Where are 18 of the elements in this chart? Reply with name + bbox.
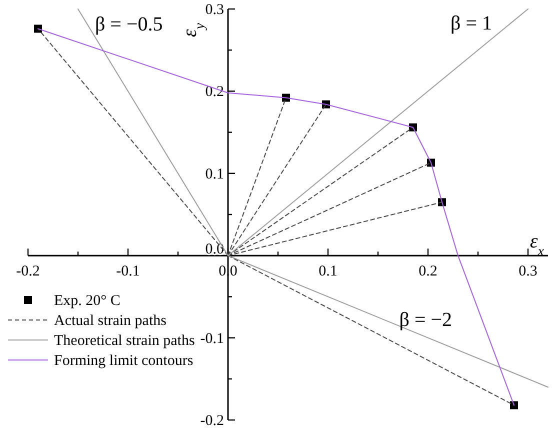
x-tick-label: -0.1 (116, 264, 140, 280)
legend-label: Exp. 20° C (54, 293, 120, 309)
y-tick-label: -0.2 (200, 413, 224, 428)
legend-label: Forming limit contours (54, 353, 194, 369)
point (34, 24, 42, 33)
annotation: β = 1 (450, 12, 492, 35)
y-tick-label: 0.1 (205, 166, 224, 182)
x-tick-label: 0.3 (518, 264, 538, 280)
annotation: β = −2 (399, 309, 452, 332)
x-tick-label: 0.2 (418, 264, 438, 280)
x-tick-label: -0.2 (16, 264, 40, 280)
y-tick-label: 0.3 (205, 2, 224, 18)
x-tick-label: 0.1 (318, 264, 338, 280)
legend-label: Actual strain paths (54, 313, 167, 329)
y-tick-label: 0.2 (205, 84, 224, 100)
legend-label: Theoretical strain paths (54, 333, 195, 349)
annotation: β = −0.5 (95, 14, 163, 36)
y-tick-label: -0.1 (200, 330, 224, 347)
